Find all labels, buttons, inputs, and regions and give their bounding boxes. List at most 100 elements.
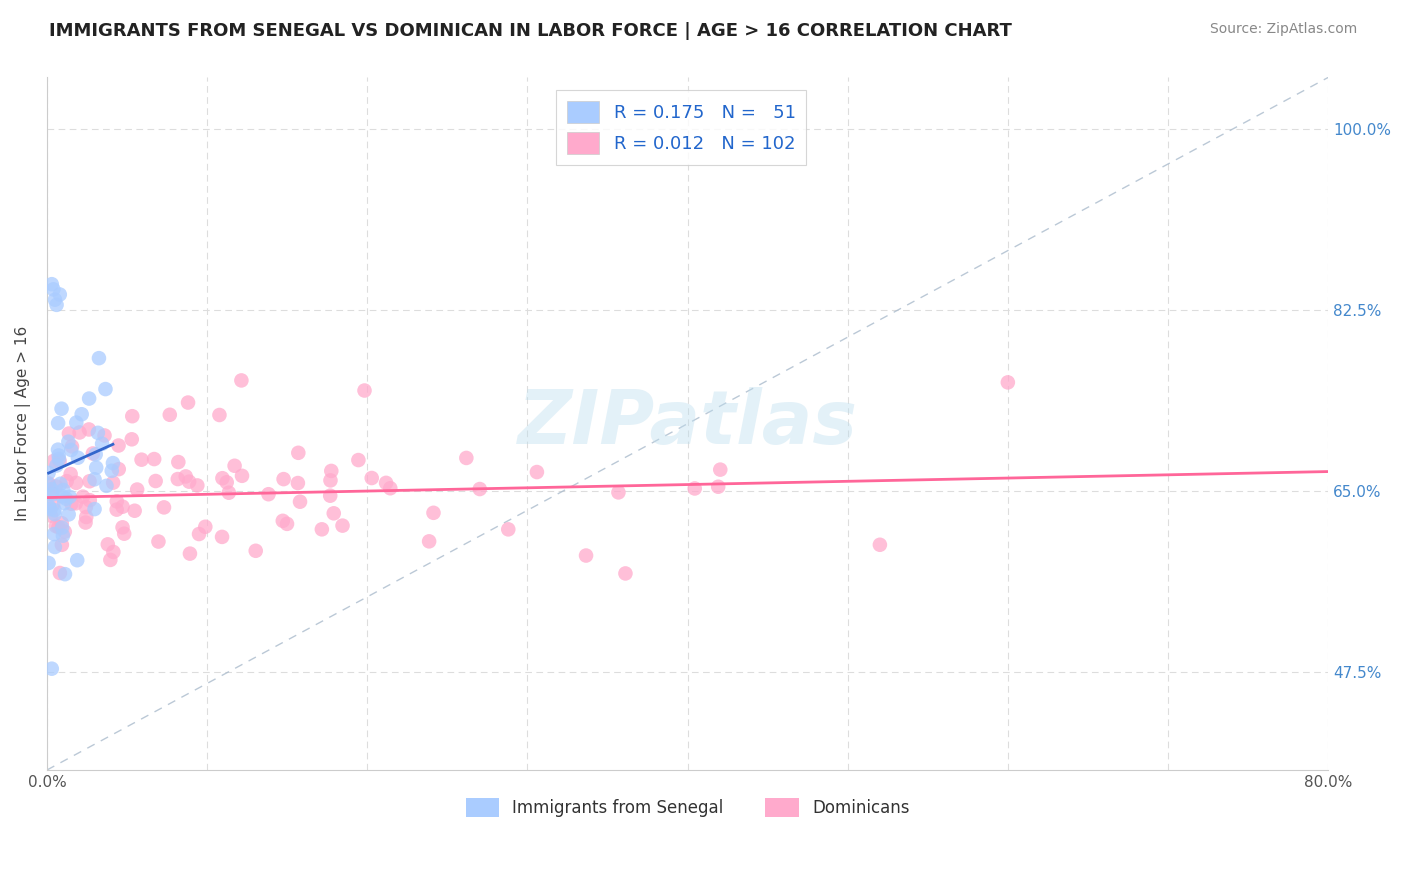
Point [41, 487, 63, 501]
Point [179, 475, 201, 489]
Point [52, 529, 75, 543]
Point [59, 467, 82, 481]
Point [48, 454, 70, 468]
Point [177, 395, 200, 409]
Point [211, 471, 233, 485]
Point [311, 522, 333, 536]
Point [52, 483, 75, 497]
Point [44, 503, 66, 517]
Point [65, 496, 87, 510]
Point [45, 458, 67, 473]
Point [179, 547, 201, 561]
Point [70, 407, 93, 421]
Point [55, 491, 77, 506]
Point [468, 482, 491, 496]
Point [41, 662, 63, 676]
Point [105, 494, 128, 508]
Point [38, 477, 60, 491]
Point [159, 408, 181, 422]
Point [124, 504, 146, 518]
Point [245, 543, 267, 558]
Point [83, 502, 105, 516]
Point [77, 392, 100, 406]
Text: Source: ZipAtlas.com: Source: ZipAtlas.com [1209, 22, 1357, 37]
Point [48, 452, 70, 467]
Point [107, 462, 129, 476]
Point [44, 507, 66, 521]
Point [319, 489, 342, 503]
Point [422, 506, 444, 520]
Point [51, 489, 73, 503]
Point [997, 376, 1019, 390]
Point [188, 527, 211, 541]
Point [75, 516, 97, 530]
Point [97, 537, 120, 551]
Point [332, 518, 354, 533]
Point [46, 442, 69, 457]
Point [45, 519, 67, 533]
Text: ZIPatlas: ZIPatlas [517, 387, 858, 460]
Point [42, 282, 65, 296]
Point [55, 474, 77, 488]
Point [287, 476, 309, 491]
Point [111, 520, 134, 534]
Point [46, 416, 69, 430]
Point [59, 490, 82, 504]
Point [66, 450, 89, 465]
Point [83, 472, 105, 486]
Point [105, 502, 128, 516]
Point [75, 500, 97, 514]
Point [869, 538, 891, 552]
Point [41, 483, 63, 497]
Point [87, 351, 110, 366]
Point [218, 485, 240, 500]
Point [127, 483, 149, 497]
Point [194, 520, 217, 534]
Point [45, 479, 67, 493]
Point [60, 497, 83, 511]
Point [607, 485, 630, 500]
Point [231, 468, 253, 483]
Point [79, 475, 101, 489]
Point [65, 416, 87, 430]
Point [53, 496, 76, 510]
Point [360, 471, 382, 485]
Point [375, 475, 398, 490]
Point [48, 449, 70, 463]
Point [42, 527, 65, 541]
Point [224, 458, 246, 473]
Point [575, 549, 598, 563]
Point [153, 500, 176, 515]
Point [498, 522, 520, 536]
Point [42, 498, 65, 512]
Point [51, 520, 73, 534]
Y-axis label: In Labor Force | Age > 16: In Labor Force | Age > 16 [15, 326, 31, 521]
Point [98, 553, 121, 567]
Point [87, 425, 110, 440]
Point [49, 566, 72, 580]
Point [418, 534, 440, 549]
Point [112, 526, 135, 541]
Point [53, 524, 76, 539]
Point [145, 474, 167, 488]
Point [84, 460, 107, 475]
Point [93, 428, 115, 442]
Point [77, 422, 100, 436]
Point [186, 478, 208, 492]
Point [48, 520, 70, 534]
Point [58, 508, 80, 522]
Point [51, 401, 73, 416]
Point [107, 438, 129, 452]
Point [58, 434, 80, 449]
Point [51, 516, 73, 531]
Text: IMMIGRANTS FROM SENEGAL VS DOMINICAN IN LABOR FORCE | AGE > 16 CORRELATION CHART: IMMIGRANTS FROM SENEGAL VS DOMINICAN IN … [49, 22, 1012, 40]
Point [174, 469, 197, 483]
Point [121, 432, 143, 446]
Point [614, 566, 637, 581]
Point [60, 439, 83, 453]
Point [94, 382, 117, 396]
Point [271, 514, 294, 528]
Point [143, 452, 166, 467]
Point [287, 446, 309, 460]
Point [380, 481, 402, 495]
